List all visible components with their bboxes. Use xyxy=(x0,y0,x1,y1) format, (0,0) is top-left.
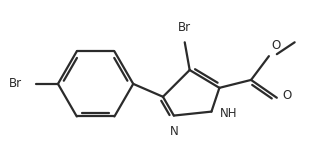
Text: Br: Br xyxy=(178,21,191,34)
Text: NH: NH xyxy=(219,107,237,120)
Text: O: O xyxy=(271,39,280,52)
Text: Br: Br xyxy=(9,77,22,90)
Text: O: O xyxy=(283,89,292,102)
Text: N: N xyxy=(169,125,178,139)
